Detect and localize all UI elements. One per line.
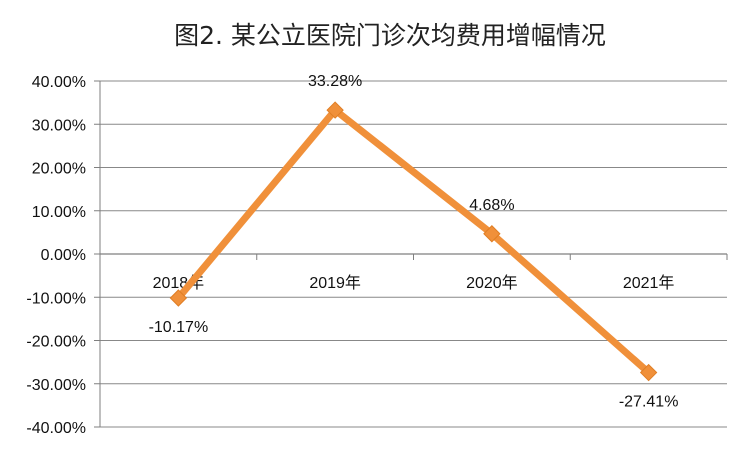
x-category-label: 2020年	[466, 274, 518, 292]
y-tick-label: 40.00%	[32, 74, 86, 91]
y-tick-label: -10.00%	[26, 290, 86, 307]
y-tick-label: -40.00%	[26, 420, 86, 437]
zero-line	[99, 253, 728, 260]
series-path	[174, 106, 653, 377]
chart-title: 图2. 某公立医院门诊次均费用增幅情况	[174, 21, 606, 50]
data-label: -27.41%	[619, 394, 679, 411]
data-label: 4.68%	[469, 197, 514, 214]
data-label: 33.28%	[308, 73, 362, 90]
series-line	[169, 101, 658, 382]
data-point-marker	[326, 101, 344, 119]
data-labels: -10.17% 33.28% 4.68% -27.41%	[149, 73, 679, 410]
data-label: -10.17%	[149, 319, 209, 336]
x-category-label: 2021年	[623, 274, 675, 292]
y-tick-label: 30.00%	[32, 117, 86, 134]
y-axis: 40.00% 30.00% 20.00% 10.00% 0.00% -10.00% -20.…	[26, 74, 101, 437]
data-point-marker	[483, 225, 501, 243]
y-tick-label: 0.00%	[41, 247, 86, 264]
y-tick-label: 20.00%	[32, 161, 86, 178]
y-tick-label: -30.00%	[26, 377, 86, 394]
y-tick-label: 10.00%	[32, 204, 86, 221]
data-point-marker	[639, 363, 658, 382]
y-tick-label: -20.00%	[26, 334, 86, 351]
x-axis-categories: 2018年 2019年 2020年 2021年	[153, 274, 675, 292]
x-category-label: 2019年	[309, 274, 361, 292]
data-point-marker	[169, 289, 188, 307]
